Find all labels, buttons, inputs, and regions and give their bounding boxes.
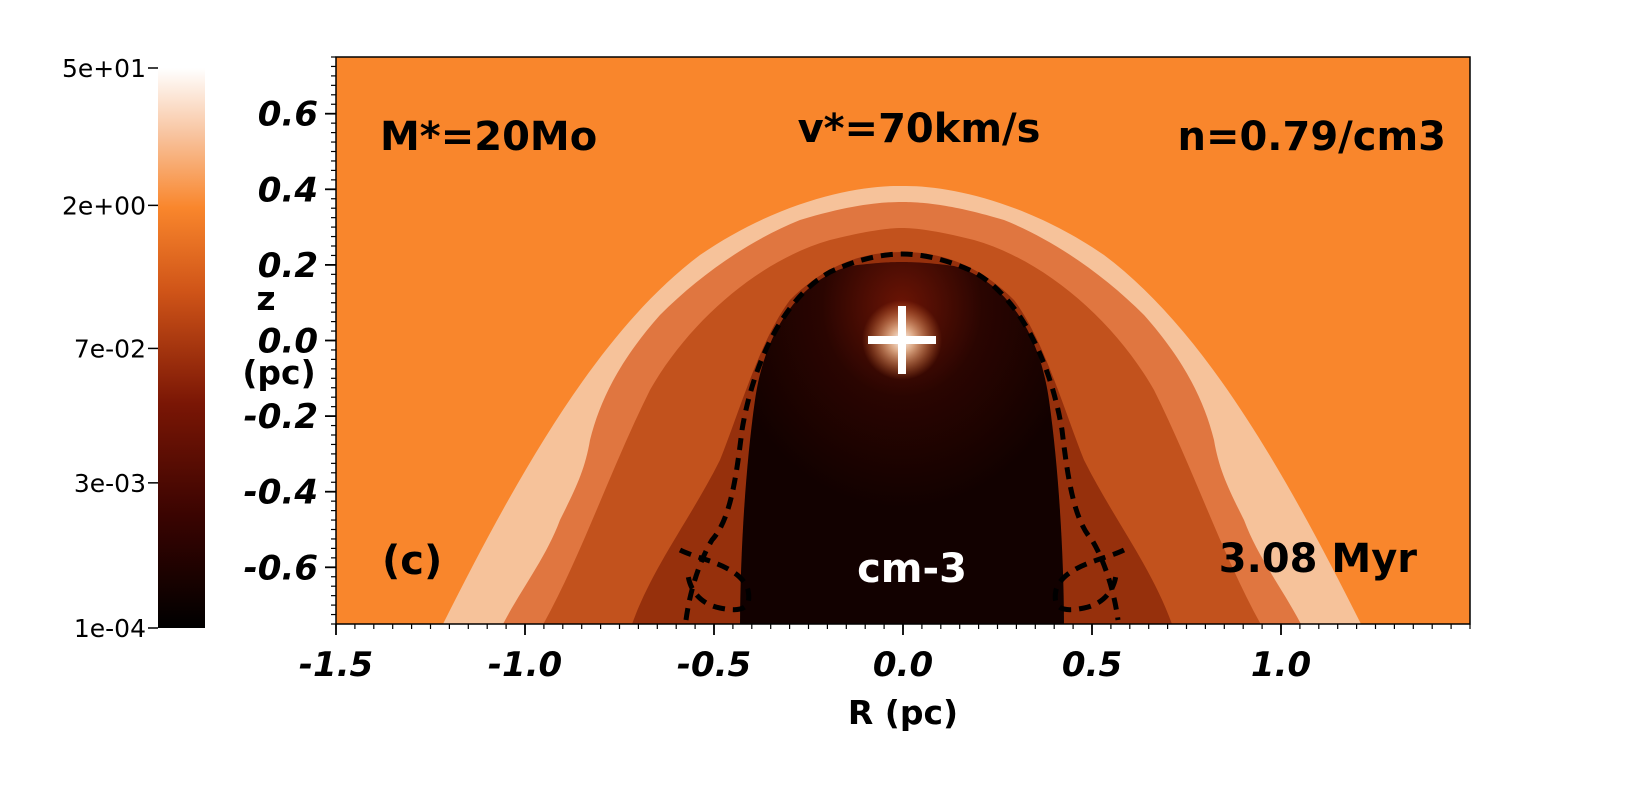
x-tick-label: -1.5 bbox=[299, 645, 373, 685]
y-tick-label: 0.6 bbox=[258, 95, 318, 135]
colorbar-tick-label: 5e+01 bbox=[62, 54, 146, 83]
y-tick-label: -0.4 bbox=[244, 473, 318, 513]
x-tick-label: -1.0 bbox=[488, 645, 562, 685]
y-axis-label-line1: z bbox=[256, 279, 275, 318]
colorbar-tick-label: 7e-02 bbox=[74, 334, 146, 363]
y-tick-label: 0.4 bbox=[258, 170, 318, 210]
colorbar-tick-label: 2e+00 bbox=[62, 191, 146, 220]
x-tick-label: -0.5 bbox=[677, 645, 751, 685]
y-axis-label-line2: (pc) bbox=[242, 353, 315, 392]
colorbar: 5e+01 2e+00 7e-02 3e-03 1e-04 bbox=[62, 54, 205, 643]
y-tick-label: 0.2 bbox=[258, 246, 318, 286]
plot-area: -1.5 -1.0 -0.5 0.0 0.5 1.0 0.6 0.4 0.2 0.0 -0.2 -0.… bbox=[244, 56, 1471, 685]
x-tick-label: 0.5 bbox=[1062, 645, 1122, 685]
axis-ticks: -1.5 -1.0 -0.5 0.0 0.5 1.0 0.6 0.4 0.2 0.0 -0.2 -0.… bbox=[244, 56, 1471, 685]
contour-line-left-lobe bbox=[678, 547, 752, 613]
velocity-annotation: v*=70km/s bbox=[798, 106, 1041, 152]
colorbar-tick-label: 3e-03 bbox=[74, 469, 146, 498]
wind-cavity bbox=[740, 262, 1064, 624]
time-annotation: 3.08 Myr bbox=[1219, 536, 1417, 582]
y-tick-label: -0.2 bbox=[244, 397, 318, 437]
colorbar-ticks: 5e+01 2e+00 7e-02 3e-03 1e-04 bbox=[62, 54, 158, 643]
x-tick-label: 1.0 bbox=[1251, 645, 1311, 685]
panel-label: (c) bbox=[382, 538, 442, 584]
unit-annotation: cm-3 bbox=[857, 546, 967, 592]
colorbar-tick-label: 1e-04 bbox=[74, 614, 146, 643]
contour-line-right-lobe bbox=[1052, 547, 1126, 613]
colorbar-gradient bbox=[158, 68, 205, 628]
mass-annotation: M*=20Mo bbox=[380, 114, 597, 160]
density-annotation: n=0.79/cm3 bbox=[1177, 114, 1446, 160]
contour-line-main bbox=[683, 251, 1121, 621]
star-marker bbox=[868, 306, 936, 374]
x-axis-label: R (pc) bbox=[848, 693, 958, 732]
y-tick-label: -0.6 bbox=[244, 548, 318, 588]
x-tick-label: 0.0 bbox=[873, 645, 933, 685]
y-tick-label: 0.0 bbox=[258, 322, 318, 362]
